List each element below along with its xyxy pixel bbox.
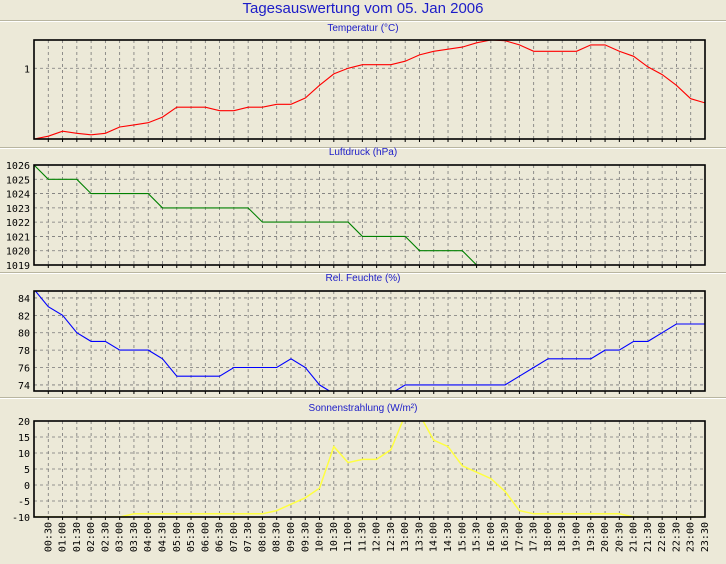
chart-title: Luftdruck (hPa) [329, 147, 397, 158]
x-tick-label: 08:00 [257, 522, 268, 552]
y-tick-label: 1022 [6, 218, 30, 229]
x-tick-label: 12:30 [386, 522, 397, 552]
x-tick-label: 00:30 [43, 522, 54, 552]
y-tick-label: 1024 [6, 190, 30, 201]
x-tick-label: 10:00 [315, 522, 326, 552]
y-tick-label: 1 [24, 64, 30, 75]
y-tick-label: 1019 [6, 261, 30, 272]
y-tick-label: 20 [18, 417, 30, 428]
x-tick-label: 19:30 [586, 522, 597, 552]
x-tick-label: 02:00 [86, 522, 97, 552]
page-title: Tagesauswertung vom 05. Jan 2006 [242, 0, 484, 17]
x-tick-label: 14:30 [443, 522, 454, 552]
chart-panel: Luftdruck (hPa) 1019 1020 1021 1022 1023 1024 1… [6, 147, 706, 272]
x-tick-label: 09:00 [286, 522, 297, 552]
x-tick-label: 21:00 [629, 522, 640, 552]
x-tick-label: 16:00 [486, 522, 497, 552]
x-tick-label: 04:00 [143, 522, 154, 552]
y-tick-label: 74 [18, 381, 30, 392]
x-tick-label: 17:00 [514, 522, 525, 552]
x-tick-label: 06:30 [215, 522, 226, 552]
x-tick-label: 11:30 [357, 522, 368, 552]
y-tick-label: 1021 [6, 232, 30, 243]
y-tick-label: -5 [18, 497, 30, 508]
x-tick-label: 15:00 [457, 522, 468, 552]
x-tick-label: 07:00 [229, 522, 240, 552]
x-tick-label: 05:30 [186, 522, 197, 552]
y-tick-label: 10 [18, 449, 30, 460]
x-tick-label: 08:30 [272, 522, 283, 552]
x-tick-label: 11:00 [343, 522, 354, 552]
x-tick-label: 12:00 [372, 522, 383, 552]
y-tick-label: 76 [18, 364, 30, 375]
x-tick-label: 05:00 [172, 522, 183, 552]
chart-title: Temperatur (°C) [327, 23, 398, 34]
x-tick-label: 20:30 [614, 522, 625, 552]
y-tick-label: 78 [18, 346, 30, 357]
x-tick-label: 16:30 [500, 522, 511, 552]
series-line [34, 40, 705, 139]
x-tick-label: 14:00 [429, 522, 440, 552]
x-tick-label: 19:00 [572, 522, 583, 552]
chart-title: Rel. Feuchte (%) [325, 273, 400, 284]
x-tick-label: 18:00 [543, 522, 554, 552]
y-tick-label: 0 [24, 481, 30, 492]
x-tick-label: 01:00 [58, 522, 69, 552]
y-tick-label: 84 [18, 294, 30, 305]
y-tick-label: 15 [18, 433, 30, 444]
y-tick-label: -10 [12, 513, 30, 524]
plot-frame [33, 290, 706, 392]
chart-panel: Sonnenstrahlung (W/m²) -10 -5 0 5 10 15 20 [12, 403, 706, 524]
chart-title: Sonnenstrahlung (W/m²) [309, 403, 418, 414]
x-tick-label: 23:30 [700, 522, 711, 552]
y-tick-label: 1025 [6, 175, 30, 186]
y-tick-label: 1026 [6, 161, 30, 172]
x-tick-label: 02:30 [100, 522, 111, 552]
chart-panel: Rel. Feuchte (%) 74 76 78 80 82 84 [18, 273, 706, 394]
plot-frame [33, 420, 706, 518]
x-tick-label: 23:00 [686, 522, 697, 552]
x-tick-label: 17:30 [529, 522, 540, 552]
x-tick-label: 04:30 [157, 522, 168, 552]
x-tick-label: 10:30 [329, 522, 340, 552]
plot-frame [33, 39, 706, 140]
x-tick-label: 09:30 [300, 522, 311, 552]
x-tick-label: 01:30 [72, 522, 83, 552]
x-tick-label: 21:30 [643, 522, 654, 552]
y-tick-label: 5 [24, 465, 30, 476]
x-tick-label: 03:30 [129, 522, 140, 552]
x-tick-label: 22:00 [657, 522, 668, 552]
x-tick-label: 20:00 [600, 522, 611, 552]
y-tick-label: 1023 [6, 204, 30, 215]
x-tick-label: 15:30 [472, 522, 483, 552]
x-tick-label: 03:00 [115, 522, 126, 552]
series-line [34, 291, 705, 391]
x-tick-label: 22:30 [671, 522, 682, 552]
x-tick-label: 13:00 [400, 522, 411, 552]
series-line [34, 165, 478, 265]
y-tick-label: 80 [18, 329, 30, 340]
series-line [34, 421, 705, 517]
y-tick-label: 82 [18, 311, 30, 322]
x-tick-label: 06:00 [200, 522, 211, 552]
y-tick-label: 1020 [6, 247, 30, 258]
x-tick-label: 07:30 [243, 522, 254, 552]
x-tick-label: 13:30 [414, 522, 425, 552]
x-tick-label: 18:30 [557, 522, 568, 552]
chart-panel: Temperatur (°C) 1 [24, 23, 706, 142]
plot-frame [33, 164, 706, 266]
